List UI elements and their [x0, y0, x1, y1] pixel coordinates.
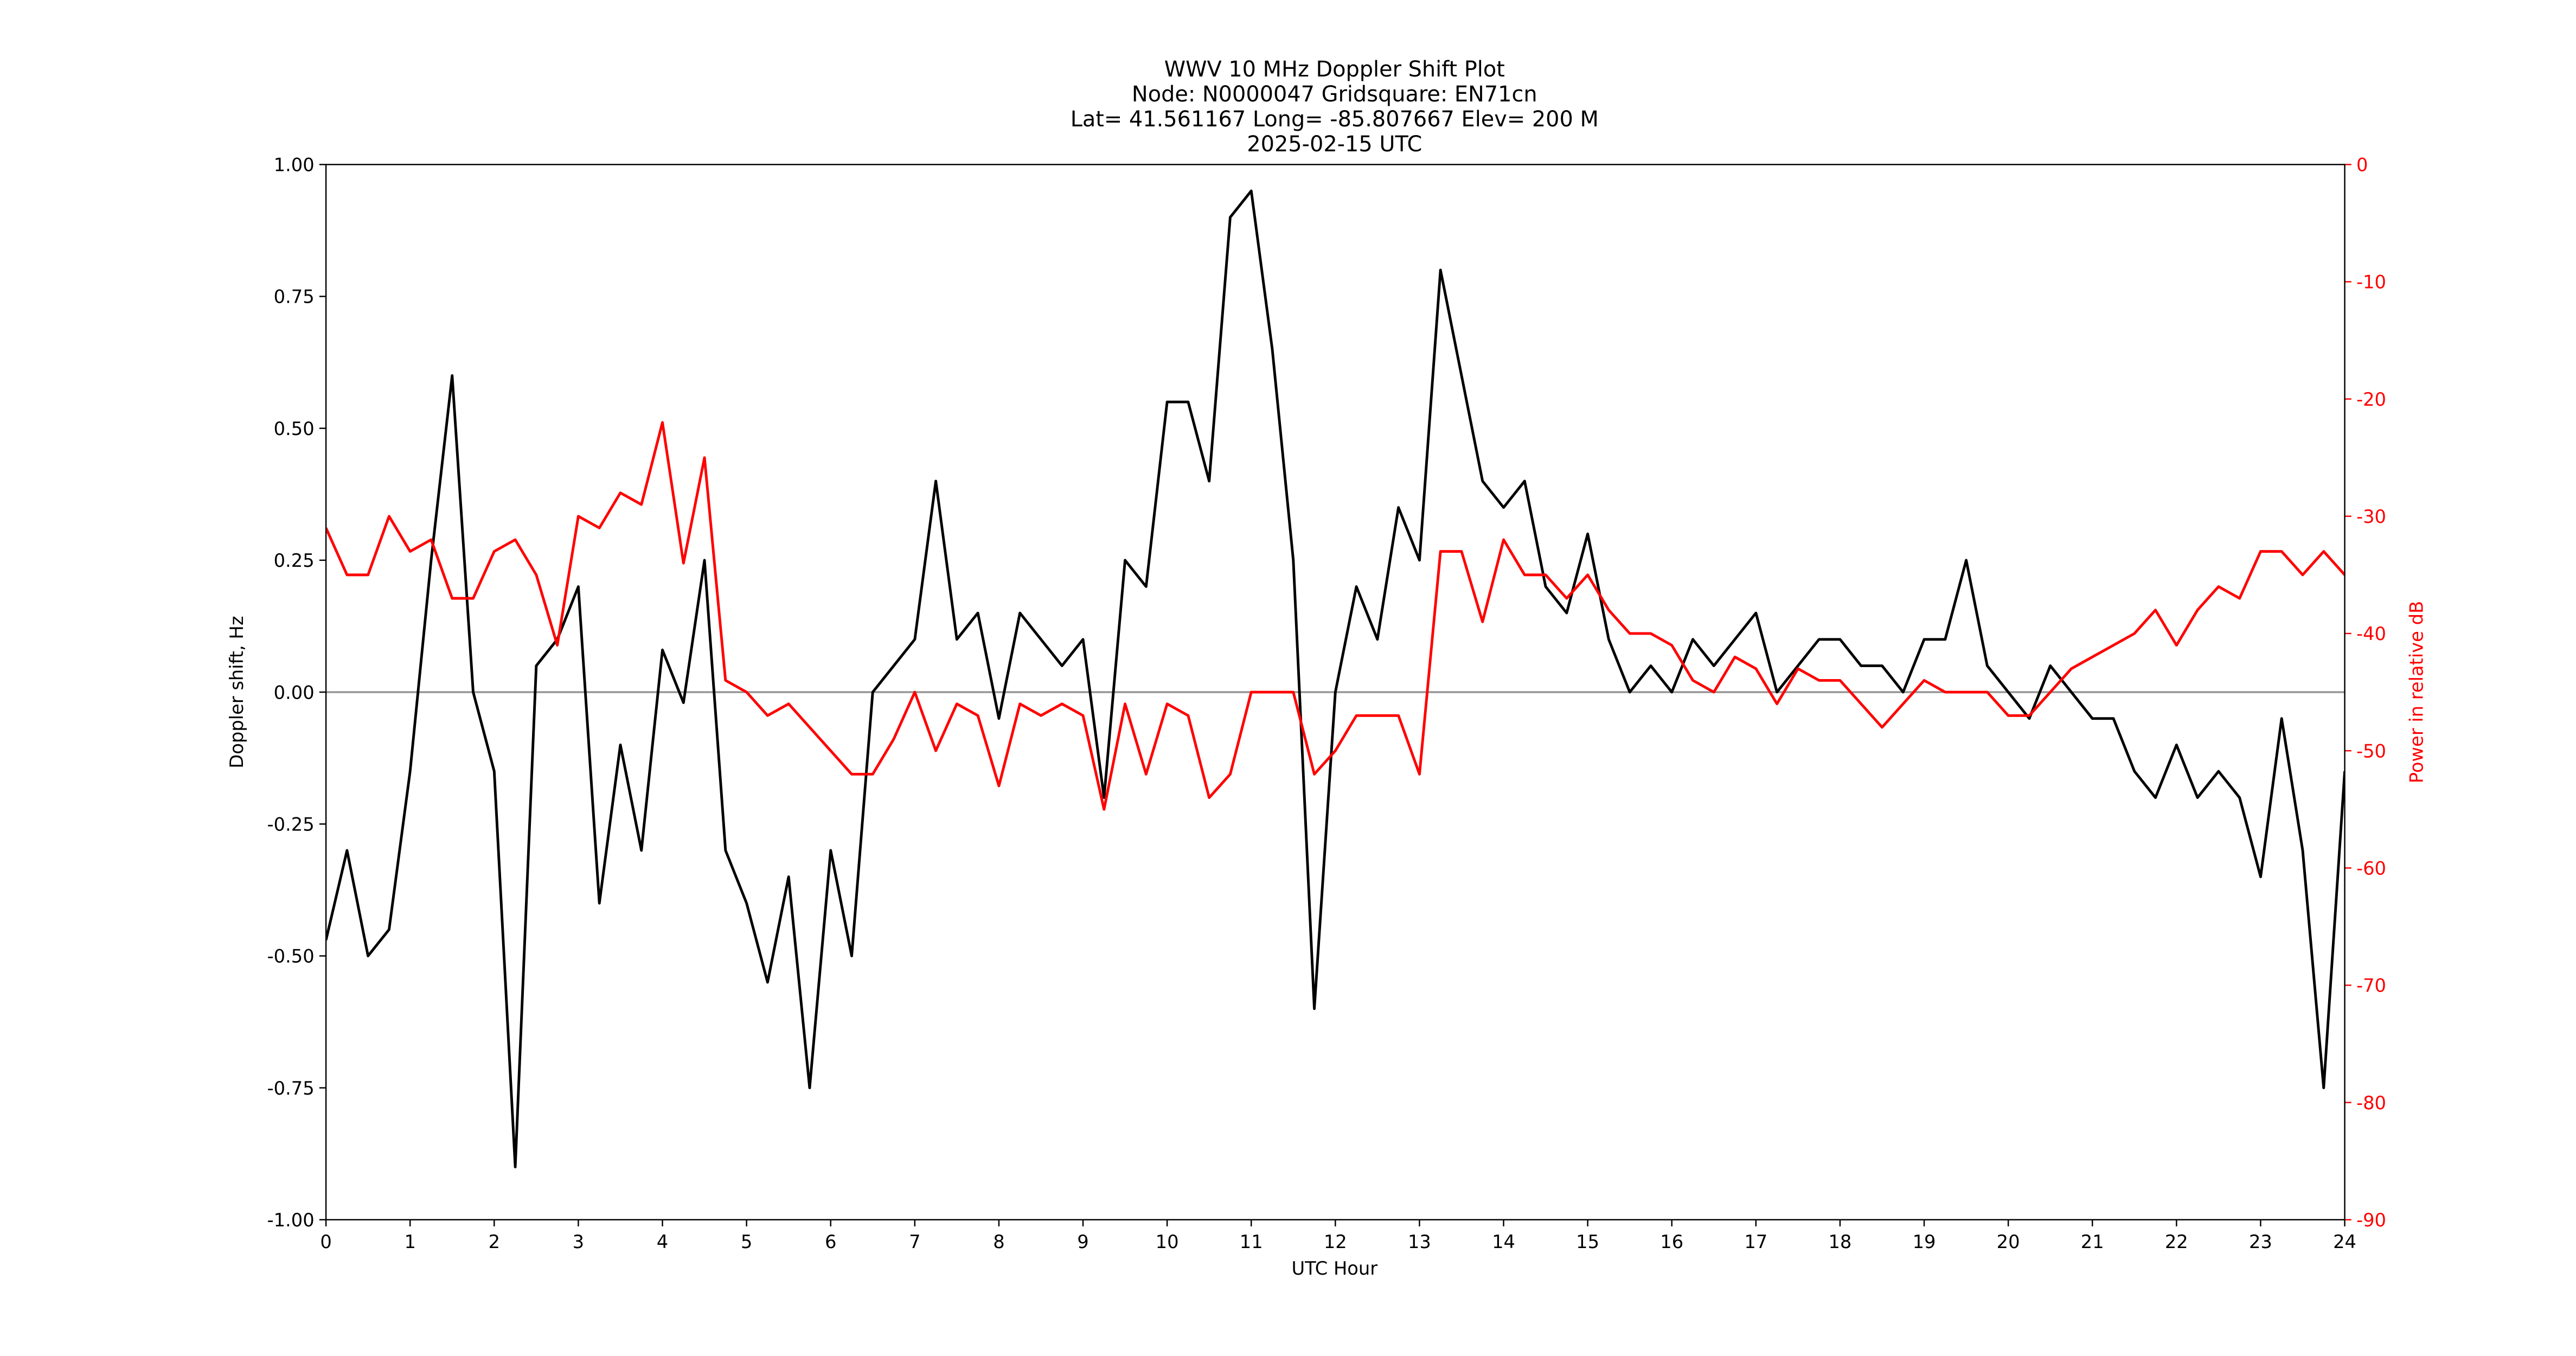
x-tick-label: 15 — [1576, 1231, 1599, 1252]
x-tick-label: 8 — [993, 1231, 1004, 1252]
y2-tick-label: -90 — [2356, 1210, 2386, 1231]
x-tick-label: 2 — [489, 1231, 500, 1252]
x-tick-label: 10 — [1156, 1231, 1179, 1252]
y2-tick-label: -20 — [2356, 389, 2386, 410]
x-tick-label: 9 — [1077, 1231, 1088, 1252]
y2-tick-label: -40 — [2356, 623, 2386, 644]
y-tick-label: -0.25 — [267, 814, 314, 835]
y2-tick-label: -80 — [2356, 1092, 2386, 1114]
series-line — [326, 189, 2345, 1168]
y-axis-label: Doppler shift, Hz — [226, 616, 247, 768]
x-tick-label: 21 — [2081, 1231, 2104, 1252]
x-tick-label: 17 — [1744, 1231, 1767, 1252]
x-tick-label: 14 — [1492, 1231, 1515, 1252]
y2-tick-label: -60 — [2356, 858, 2386, 879]
y2-tick-label: -70 — [2356, 975, 2386, 996]
y2-axis-label: Power in relative dB — [2406, 601, 2427, 783]
title-line: Lat= 41.561167 Long= -85.807667 Elev= 20… — [1071, 107, 1599, 132]
y-tick-label: 0.25 — [274, 550, 315, 571]
x-tick-label: 0 — [320, 1231, 331, 1252]
x-tick-label: 20 — [1997, 1231, 2020, 1252]
y-tick-label: 1.00 — [274, 155, 315, 176]
x-tick-label: 1 — [404, 1231, 415, 1252]
y2-tick-label: -10 — [2356, 272, 2386, 293]
x-tick-label: 16 — [1660, 1231, 1683, 1252]
x-tick-label: 7 — [909, 1231, 920, 1252]
x-tick-label: 24 — [2333, 1231, 2356, 1252]
y-tick-label: -0.75 — [267, 1078, 314, 1099]
x-tick-label: 13 — [1408, 1231, 1431, 1252]
x-tick-label: 5 — [741, 1231, 752, 1252]
title-line: Node: N0000047 Gridsquare: EN71cn — [1132, 82, 1537, 107]
y-tick-label: -1.00 — [267, 1210, 314, 1231]
y-tick-label: 0.00 — [274, 682, 315, 703]
x-tick-label: 12 — [1324, 1231, 1347, 1252]
title-line: 2025-02-15 UTC — [1247, 132, 1422, 157]
y2-tick-label: -50 — [2356, 740, 2386, 762]
x-tick-label: 11 — [1240, 1231, 1263, 1252]
series-line — [326, 421, 2345, 811]
y-tick-label: 0.50 — [274, 418, 315, 439]
x-tick-label: 6 — [825, 1231, 836, 1252]
x-tick-label: 19 — [1913, 1231, 1936, 1252]
plot-frame — [325, 164, 2346, 1220]
x-tick-label: 4 — [657, 1231, 668, 1252]
x-tick-label: 23 — [2249, 1231, 2272, 1252]
x-tick-label: 18 — [1828, 1231, 1851, 1252]
x-tick-label: 3 — [573, 1231, 584, 1252]
y-tick-label: 0.75 — [274, 286, 315, 308]
y2-tick-label: -30 — [2356, 506, 2386, 527]
x-tick-label: 22 — [2165, 1231, 2188, 1252]
title-line: WWV 10 MHz Doppler Shift Plot — [1164, 57, 1505, 82]
y2-tick-label: 0 — [2356, 155, 2368, 176]
y-tick-label: -0.50 — [267, 946, 314, 967]
x-axis-label: UTC Hour — [1291, 1258, 1377, 1279]
